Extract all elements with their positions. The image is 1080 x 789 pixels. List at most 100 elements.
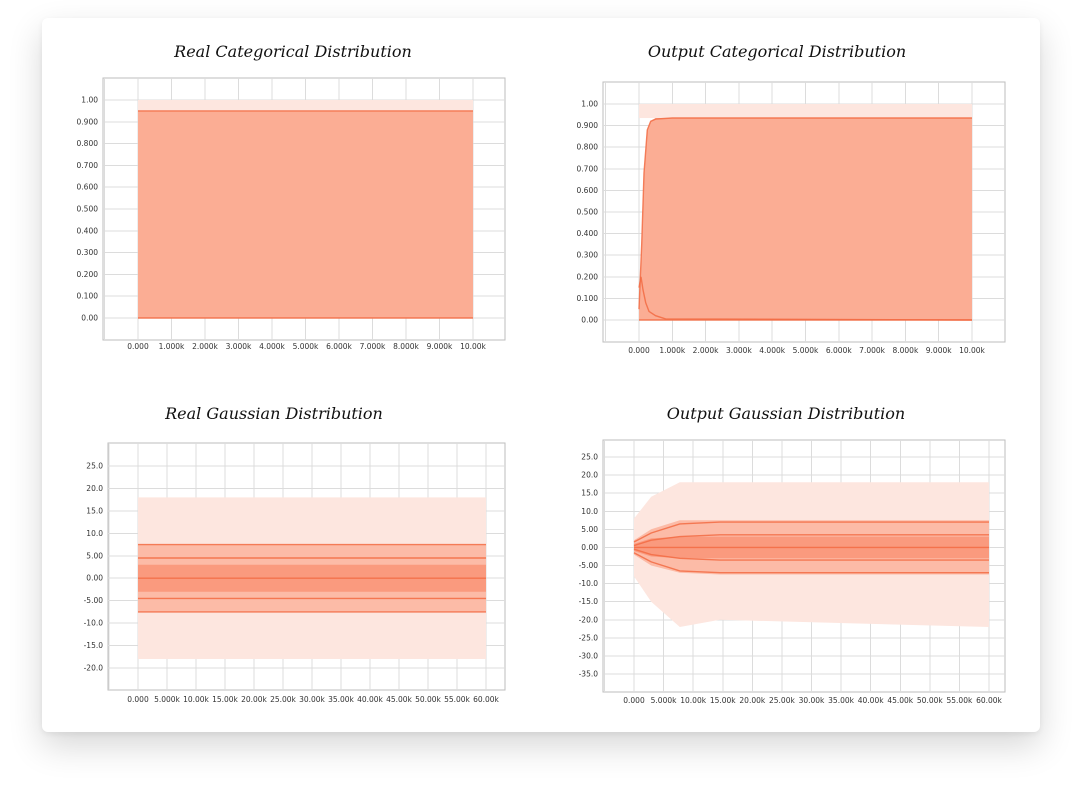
x-tick-label: 0.000 bbox=[127, 342, 149, 351]
y-tick-label: 10.0 bbox=[86, 529, 103, 538]
band-outer bbox=[138, 110, 473, 319]
x-tick-label: 35.00k bbox=[328, 695, 354, 704]
y-tick-label: 0.200 bbox=[77, 270, 99, 279]
chart-title-real-categorical: Real Categorical Distribution bbox=[173, 42, 412, 61]
band-outer bbox=[639, 118, 972, 320]
chart-output-gaussian: Output Gaussian Distribution 25.0 20.0 15.… bbox=[579, 404, 1006, 705]
chart-output-categorical: Output Categorical Distribution 1.00 0.90… bbox=[577, 42, 1006, 355]
x-tick-label: 45.00k bbox=[887, 696, 913, 705]
chart-real-categorical: Real Categorical Distribution 1.00 0.900 0… bbox=[77, 42, 506, 351]
y-tick-label: 0.700 bbox=[577, 164, 599, 173]
y-tick-label: -10.0 bbox=[84, 619, 104, 628]
x-tick-label: 0.000 bbox=[127, 695, 149, 704]
y-tick-label: 0.00 bbox=[86, 574, 103, 583]
x-tick-label: 7.000k bbox=[360, 342, 386, 351]
series-line bbox=[638, 117, 972, 310]
y-tick-label: 20.0 bbox=[86, 484, 103, 493]
y-tick-label: -20.0 bbox=[579, 615, 599, 624]
series-line bbox=[633, 534, 989, 547]
y-tick-label: 10.0 bbox=[581, 507, 598, 516]
series-line bbox=[633, 548, 989, 561]
x-tick-label: 1.000k bbox=[159, 342, 185, 351]
x-tick-label: 60.00k bbox=[473, 695, 499, 704]
x-tick-label: 45.00k bbox=[386, 695, 412, 704]
x-tick-label: 30.00k bbox=[299, 695, 325, 704]
x-tick-label: 50.00k bbox=[917, 696, 943, 705]
x-tick-label: 2.000k bbox=[192, 342, 218, 351]
x-tick-label: 20.00k bbox=[739, 696, 765, 705]
x-tick-label: 15.00k bbox=[710, 696, 736, 705]
x-tick-label: 55.00k bbox=[947, 696, 973, 705]
x-tick-label: 40.00k bbox=[858, 696, 884, 705]
x-tick-label: 60.00k bbox=[976, 696, 1002, 705]
x-tick-label: 35.00k bbox=[828, 696, 854, 705]
series-line bbox=[638, 276, 973, 321]
x-tick-label: 15.00k bbox=[212, 695, 238, 704]
y-tick-label: -35.0 bbox=[579, 670, 599, 679]
x-tick-label: 50.00k bbox=[415, 695, 441, 704]
x-tick-label: 4.000k bbox=[259, 342, 285, 351]
y-tick-label: 15.0 bbox=[581, 489, 598, 498]
x-tick-label: 5.000k bbox=[293, 342, 319, 351]
y-tick-label: -10.0 bbox=[579, 579, 599, 588]
x-tick-label: 9.000k bbox=[427, 342, 453, 351]
x-tick-label: 55.00k bbox=[444, 695, 470, 704]
x-tick-label: 0.000 bbox=[623, 696, 645, 705]
y-tick-label: 0.400 bbox=[577, 229, 599, 238]
x-tick-label: 1.000k bbox=[659, 346, 685, 355]
y-tick-label: 0.100 bbox=[77, 292, 99, 301]
y-tick-label: -15.0 bbox=[579, 597, 599, 606]
y-tick-label: 1.00 bbox=[581, 100, 598, 109]
y-tick-label: 0.900 bbox=[577, 121, 599, 130]
x-tick-label: 7.000k bbox=[859, 346, 885, 355]
y-tick-label: -15.0 bbox=[84, 641, 104, 650]
x-tick-label: 0.000 bbox=[628, 346, 650, 355]
y-tick-label: 0.00 bbox=[81, 314, 98, 323]
chart-title-output-gaussian: Output Gaussian Distribution bbox=[667, 404, 905, 423]
x-tick-label: 8.000k bbox=[892, 346, 918, 355]
y-tick-label: 25.0 bbox=[581, 453, 598, 462]
chart-title-output-categorical: Output Categorical Distribution bbox=[648, 42, 906, 61]
y-tick-label: 0.400 bbox=[77, 226, 99, 235]
x-tick-label: 20.00k bbox=[241, 695, 267, 704]
x-tick-label: 3.000k bbox=[726, 346, 752, 355]
band-haze bbox=[138, 100, 473, 111]
y-tick-label: -5.00 bbox=[579, 561, 599, 570]
y-tick-label: 0.600 bbox=[577, 186, 599, 195]
y-tick-label: 25.0 bbox=[86, 462, 103, 471]
x-tick-label: 10.00k bbox=[959, 346, 985, 355]
y-tick-label: 5.00 bbox=[581, 525, 598, 534]
y-tick-label: -30.0 bbox=[579, 651, 599, 660]
y-tick-label: 0.900 bbox=[77, 117, 99, 126]
x-tick-label: 5.000k bbox=[793, 346, 819, 355]
y-tick-label: -5.00 bbox=[84, 596, 104, 605]
x-tick-label: 5.000k bbox=[651, 696, 677, 705]
plot-frame bbox=[107, 442, 506, 691]
y-tick-label: 0.800 bbox=[77, 139, 99, 148]
y-tick-label: 20.0 bbox=[581, 471, 598, 480]
y-tick-label: 0.300 bbox=[77, 248, 99, 257]
y-tick-label: 0.800 bbox=[577, 143, 599, 152]
y-tick-label: -20.0 bbox=[84, 664, 104, 673]
y-tick-label: 0.700 bbox=[77, 161, 99, 170]
y-tick-label: 0.500 bbox=[577, 208, 599, 217]
x-tick-label: 9.000k bbox=[926, 346, 952, 355]
y-tick-label: 5.00 bbox=[86, 551, 103, 560]
y-tick-label: 0.200 bbox=[577, 272, 599, 281]
x-tick-label: 25.00k bbox=[769, 696, 795, 705]
chart-title-real-gaussian: Real Gaussian Distribution bbox=[164, 404, 383, 423]
y-tick-label: -25.0 bbox=[579, 633, 599, 642]
x-tick-label: 40.00k bbox=[357, 695, 383, 704]
x-tick-label: 5.000k bbox=[154, 695, 180, 704]
y-tick-label: 0.100 bbox=[577, 294, 599, 303]
y-tick-label: 0.600 bbox=[77, 183, 99, 192]
x-tick-label: 2.000k bbox=[693, 346, 719, 355]
x-tick-label: 10.00k bbox=[680, 696, 706, 705]
x-tick-label: 10.00k bbox=[183, 695, 209, 704]
y-tick-label: 0.500 bbox=[77, 205, 99, 214]
y-tick-label: 15.0 bbox=[86, 506, 103, 515]
band-haze bbox=[639, 104, 972, 119]
x-tick-label: 8.000k bbox=[393, 342, 419, 351]
x-tick-label: 6.000k bbox=[326, 342, 352, 351]
